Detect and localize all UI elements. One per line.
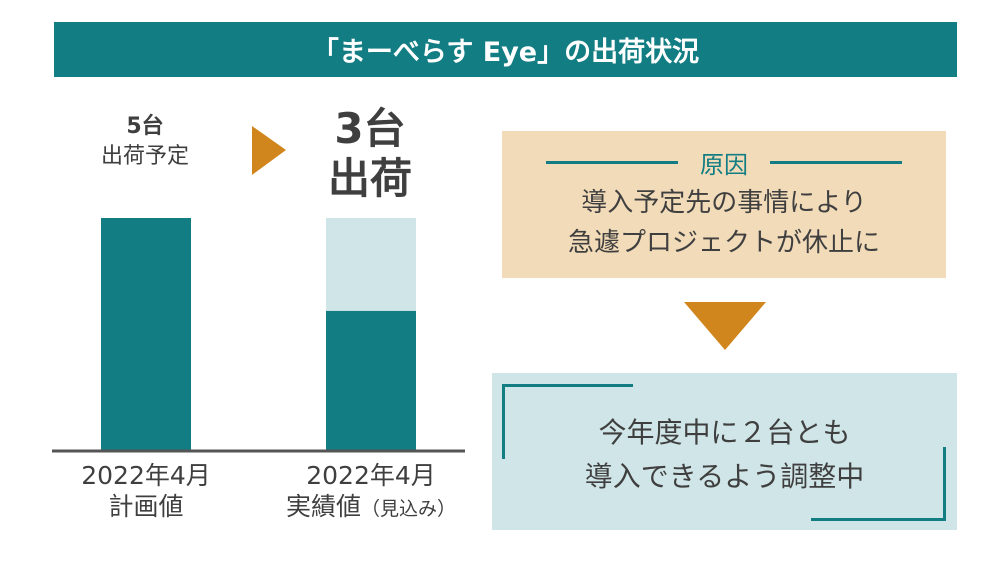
category-date: 2022年4月 [306, 461, 436, 490]
bracket-line [811, 518, 945, 521]
bracket-line [502, 384, 505, 459]
plan-count: 5台 [126, 114, 164, 139]
title-bar: 「まーべらす Eye」の出荷状況 [54, 22, 957, 77]
category-label-plan: 2022年4月 計画値 [26, 460, 266, 522]
divider [546, 161, 678, 164]
divider [770, 161, 902, 164]
result-line: 導入できるよう調整中 [584, 460, 865, 493]
cause-heading: 原因 [502, 145, 946, 180]
actual-count: 3台 [334, 104, 406, 153]
title: 「まーべらす Eye」の出荷状況 [311, 37, 700, 68]
cause-line: 導入予定先の事情により [581, 188, 867, 218]
category-note: （見込み） [361, 498, 457, 520]
cause-line: 急遽プロジェクトが休止に [567, 228, 880, 258]
cause-box: 原因 導入予定先の事情により 急遽プロジェクトが休止に [502, 131, 946, 278]
bar-chart [52, 218, 465, 453]
plan-text: 出荷予定 [100, 144, 189, 169]
result-box: 今年度中に２台とも 導入できるよう調整中 [492, 373, 957, 530]
arrow-right-icon [252, 126, 286, 175]
bracket-line [943, 447, 946, 521]
result-line: 今年度中に２台とも [598, 416, 851, 449]
actual-text: 出荷 [327, 154, 412, 203]
result-text: 今年度中に２台とも 導入できるよう調整中 [492, 411, 957, 499]
category-label-actual: 2022年4月 実績値（見込み） [251, 460, 491, 525]
bar-shipped [326, 310, 416, 450]
cause-heading-text: 原因 [700, 151, 748, 179]
category-date: 2022年4月 [81, 461, 211, 490]
bar-remaining [326, 218, 416, 311]
arrow-down-icon [684, 302, 766, 350]
plan-label: 5台 出荷予定 [60, 112, 230, 172]
category-type: 実績値 [285, 492, 361, 521]
bar-shipped [101, 218, 191, 450]
bracket-line [502, 384, 633, 387]
actual-label: 3台 出荷 [290, 104, 450, 204]
category-type: 計画値 [108, 492, 184, 521]
cause-text: 導入予定先の事情により 急遽プロジェクトが休止に [502, 183, 946, 263]
